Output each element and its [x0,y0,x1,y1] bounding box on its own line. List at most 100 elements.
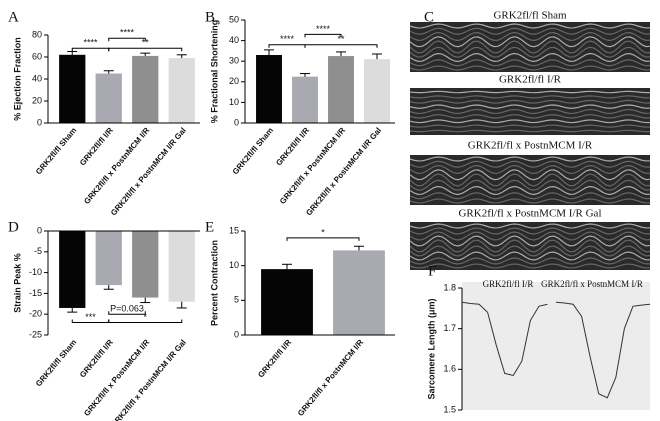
panel-label: C [424,9,434,25]
y-tick-label: -25 [29,329,42,339]
echo-texture [409,185,651,196]
bar [292,76,318,123]
echo-texture [409,36,651,48]
bar [328,56,354,123]
echo-texture [409,198,651,204]
x-tick-label: GRK2fl/fl I/R [256,338,293,380]
significance-bracket [108,47,183,52]
significance-label: ** [337,34,345,44]
y-axis-label: Sarcomere Length (μm) [426,298,436,399]
bar [132,55,159,123]
significance-bracket [304,44,378,48]
significance-bracket [108,37,146,42]
echo-texture [409,27,651,35]
x-tick-label: GRK2fl/fl x PostnMCM I/R [296,338,365,418]
significance-label: **** [316,24,331,34]
echo-texture [409,52,651,63]
bar [333,250,385,335]
echo-texture [409,156,651,162]
significance-label: * [143,312,147,322]
echo-texture [409,119,651,124]
x-tick-label: GRK2fl/fl x PostnMCM I/R Gal [304,126,383,218]
image-title: GRK2fl/fl I/R [499,74,562,86]
bar [132,231,159,298]
x-tick-label: GRK2fl/fl x PostnMCM I/R [278,126,347,206]
echo-texture [409,65,651,71]
bar [364,59,390,123]
y-tick-label: 20 [229,76,239,86]
echo-texture [409,95,651,99]
echo-texture [409,173,651,187]
panel-label: F [428,263,436,279]
y-tick-label: 0 [37,117,42,127]
echo-texture [409,239,651,253]
y-tick-label: 0 [234,329,239,339]
y-tick-label: 60 [32,51,42,61]
significance-label: *** [85,312,96,322]
image-title: GRK2fl/fl x PostnMCM I/R [468,140,593,152]
y-tick-label: 15 [229,225,239,235]
bar [95,231,122,286]
y-axis-label: Percent Contraction [209,240,219,326]
trace-line [461,301,548,377]
echo-texture [409,46,651,58]
significance-label: ** [142,38,150,48]
echo-texture [409,31,651,42]
bar [59,54,86,123]
significance-bracket [304,33,342,38]
y-tick-label: -10 [29,267,42,277]
x-tick-label: GRK2fl/fl I/R [78,338,115,380]
x-tick-label: GRK2fl/fl x PostnMCM I/R Gal [109,126,188,218]
significance-bracket [71,47,110,52]
echo-texture [409,99,651,104]
y-tick-label: 0 [234,117,239,127]
significance-label: **** [83,38,98,48]
panel-label: B [205,9,215,25]
y-tick-label: 40 [229,35,239,45]
bar [59,231,86,308]
echo-texture [409,251,651,261]
significance-label: * [321,227,325,237]
bar [168,231,195,302]
bar [256,55,282,123]
bar [95,73,122,123]
significance-bracket [286,237,360,241]
x-tick-label: GRK2fl/fl x PostnMCM I/R [82,126,151,206]
x-tick-label: GRK2fl/fl Sham [34,126,78,176]
significance-label: **** [280,34,295,44]
panel-label: D [8,219,19,235]
echo-texture [409,23,651,29]
y-tick-label: 1.6 [443,364,456,374]
bar [261,269,313,335]
bar [168,58,195,123]
echo-texture [409,245,651,257]
y-axis-label: Strain Peak % [12,253,22,313]
trace-line [555,301,651,399]
y-tick-label: 80 [32,29,42,39]
echo-texture [409,108,651,115]
y-tick-label: 50 [229,14,239,24]
echo-texture [409,59,651,67]
echo-texture [409,114,651,119]
x-tick-label: GRK2fl/fl I/R [78,126,115,168]
significance-bracket [108,311,146,315]
x-tick-label: GRK2fl/fl Sham [231,126,275,176]
annotation: GRK2fl/fl I/R [483,279,534,289]
annotation: GRK2fl/fl x PostnMCM I/R [541,279,643,289]
significance-label: P=0.063 [110,304,144,314]
echo-texture [409,40,651,54]
y-tick-label: 10 [229,260,239,270]
significance-label: **** [120,28,135,38]
echo-texture [409,192,651,200]
echo-texture [409,124,651,128]
echo-texture [409,179,651,191]
y-tick-label: 40 [32,73,42,83]
echo-texture [409,231,651,241]
y-axis-label: % Fractional Shortening [209,20,219,124]
image-title: GRK2fl/fl Sham [493,10,566,22]
echo-texture [409,129,651,133]
y-tick-label: 10 [229,97,239,107]
y-tick-label: 20 [32,95,42,105]
echo-texture [409,223,651,229]
panel-label: A [8,9,19,25]
